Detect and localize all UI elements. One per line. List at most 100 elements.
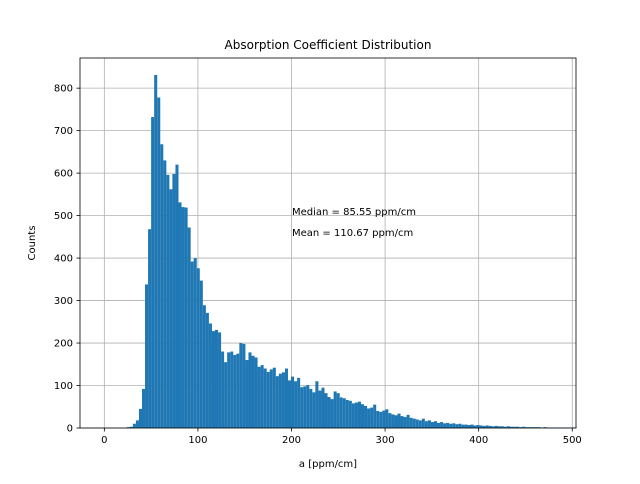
histogram-bar — [309, 389, 312, 428]
histogram-bar — [136, 420, 139, 428]
histogram-bar — [461, 425, 464, 428]
histogram-bar — [291, 377, 294, 428]
histogram-bar — [464, 425, 467, 428]
histogram-bar — [343, 398, 346, 428]
histogram-bar — [337, 393, 340, 428]
histogram-bar — [215, 330, 218, 428]
histogram-bar — [288, 380, 291, 428]
histogram-bar — [324, 393, 327, 428]
histogram-bar — [270, 369, 273, 428]
histogram-bar — [315, 381, 318, 428]
histogram-bar — [419, 420, 422, 428]
histogram-bar — [349, 401, 352, 428]
histogram-bar — [233, 355, 236, 428]
x-tick-label: 500 — [563, 435, 582, 446]
histogram-bar — [209, 323, 212, 428]
histogram-bar — [285, 369, 288, 428]
histogram-bar — [264, 369, 267, 428]
histogram-bar — [230, 352, 233, 428]
histogram-bar — [413, 419, 416, 428]
histogram-bar — [188, 227, 191, 428]
histogram-bar — [470, 425, 473, 428]
histogram-bar — [300, 387, 303, 428]
histogram-bar — [401, 416, 404, 428]
histogram-bar — [182, 207, 185, 428]
histogram-bar — [477, 425, 480, 428]
histogram-bar — [449, 424, 452, 428]
histogram-bar — [248, 352, 251, 428]
histogram-bar — [282, 372, 285, 428]
histogram-bar — [446, 423, 449, 428]
histogram-bar — [321, 388, 324, 428]
y-tick-label: 300 — [54, 296, 73, 307]
histogram-bar — [294, 381, 297, 428]
y-axis-label: Counts — [27, 226, 38, 261]
histogram-bar — [394, 415, 397, 428]
y-tick-label: 100 — [54, 381, 73, 392]
x-tick-label: 300 — [376, 435, 395, 446]
y-tick-label: 400 — [54, 254, 73, 265]
histogram-bar — [431, 422, 434, 428]
histogram-bar — [279, 374, 282, 428]
y-tick-label: 600 — [54, 169, 73, 180]
histogram-bar — [239, 343, 242, 428]
histogram-bar — [245, 360, 248, 428]
histogram-bar — [139, 409, 142, 428]
histogram-bar — [391, 414, 394, 428]
histogram-bar — [212, 331, 215, 428]
histogram-bar — [236, 354, 239, 428]
histogram-bar — [185, 208, 188, 428]
histogram-bar — [227, 352, 230, 428]
median-annotation: Median = 85.55 ppm/cm — [292, 207, 416, 218]
histogram-bar — [373, 405, 376, 428]
histogram-bar — [452, 423, 455, 428]
histogram-bar — [404, 417, 407, 428]
histogram-bar — [358, 402, 361, 428]
histogram-bar — [197, 268, 200, 428]
histogram-bar — [145, 284, 148, 428]
histogram-bar — [200, 281, 203, 428]
histogram-bar — [258, 367, 261, 428]
histogram-bar — [175, 165, 178, 428]
histogram-bar — [422, 419, 425, 428]
histogram-bar — [443, 423, 446, 428]
histogram-bar — [367, 408, 370, 428]
histogram-bar — [303, 386, 306, 428]
histogram-bar — [191, 261, 194, 428]
y-tick-label: 500 — [54, 211, 73, 222]
histogram-bar — [261, 365, 264, 428]
histogram-bar — [169, 189, 172, 428]
histogram-bar — [142, 389, 145, 428]
histogram-bar — [379, 412, 382, 428]
histogram-bar — [352, 403, 355, 428]
histogram-bar — [440, 422, 443, 428]
histogram-bar — [416, 420, 419, 428]
histogram-bar — [376, 411, 379, 428]
histogram-bar — [273, 368, 276, 428]
y-tick-label: 0 — [67, 424, 73, 435]
histogram-bar — [267, 372, 270, 428]
histogram-bar — [370, 408, 373, 428]
histogram-bar — [455, 424, 458, 428]
histogram-bar — [434, 421, 437, 428]
histogram-bar — [206, 313, 209, 428]
histogram-bar — [242, 344, 245, 428]
x-tick-label: 100 — [188, 435, 207, 446]
histogram-bar — [276, 376, 279, 428]
histogram-bar — [151, 117, 154, 428]
y-tick-label: 700 — [54, 126, 73, 137]
histogram-bar — [425, 421, 428, 428]
histogram-bar — [172, 174, 175, 428]
histogram-bar — [224, 362, 227, 428]
histogram-bar — [410, 418, 413, 428]
y-tick-label: 200 — [54, 339, 73, 350]
histogram-bar — [397, 414, 400, 428]
histogram-bar — [467, 425, 470, 428]
y-tick-label: 800 — [54, 84, 73, 95]
histogram-bar — [218, 332, 221, 428]
chart-title: Absorption Coefficient Distribution — [225, 38, 432, 52]
histogram-bar — [355, 403, 358, 428]
histogram-bar — [221, 352, 224, 428]
x-tick-label: 400 — [469, 435, 488, 446]
